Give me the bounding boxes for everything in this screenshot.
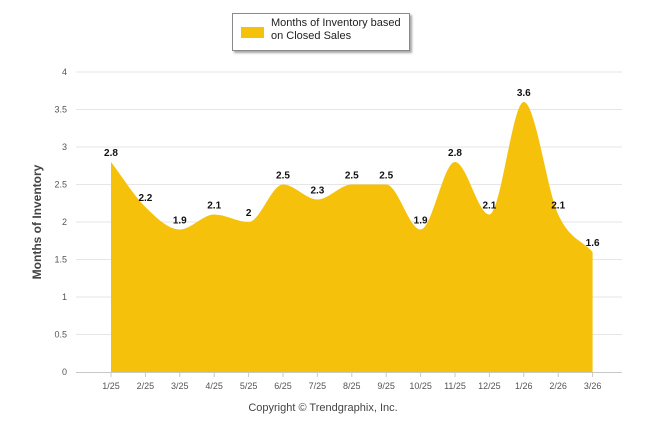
x-axis-ticks: 1/25 2/25 3/25 4/25 5/25 6/25 7/25 8/25 9/25 10/2… xyxy=(102,372,601,391)
x-tick-label: 3/26 xyxy=(584,381,602,391)
x-tick-label: 12/25 xyxy=(478,381,501,391)
data-label: 2.2 xyxy=(138,193,152,204)
x-tick-label: 6/25 xyxy=(274,381,292,391)
y-tick-label: 3 xyxy=(62,142,67,152)
data-label: 2 xyxy=(246,208,252,219)
x-tick-label: 4/25 xyxy=(205,381,223,391)
x-tick-label: 9/25 xyxy=(377,381,395,391)
copyright-text: Copyright © Trendgraphix, Inc. xyxy=(248,402,398,414)
x-tick-label: 5/25 xyxy=(240,381,258,391)
x-tick-label: 2/25 xyxy=(137,381,155,391)
y-tick-label: 1.5 xyxy=(54,255,67,265)
legend[interactable]: Months of Inventory based on Closed Sale… xyxy=(232,13,410,51)
data-point[interactable] xyxy=(521,99,527,105)
data-point[interactable] xyxy=(142,204,148,210)
data-label: 3.6 xyxy=(517,88,531,99)
y-axis-title: Months of Inventory xyxy=(30,164,44,280)
x-tick-label: 1/25 xyxy=(102,381,120,391)
data-label: 1.9 xyxy=(414,216,428,227)
y-tick-label: 1 xyxy=(62,292,67,302)
data-point[interactable] xyxy=(486,212,492,218)
y-tick-label: 0 xyxy=(62,367,67,377)
data-label: 2.5 xyxy=(276,171,290,182)
data-label: 1.6 xyxy=(586,238,600,249)
data-point[interactable] xyxy=(314,197,320,203)
y-tick-label: 0.5 xyxy=(54,330,67,340)
legend-swatch xyxy=(241,27,264,38)
data-point[interactable] xyxy=(590,249,596,255)
data-label: 2.3 xyxy=(310,186,324,197)
data-point[interactable] xyxy=(452,159,458,165)
x-tick-label: 11/25 xyxy=(444,381,466,391)
data-label: 2.8 xyxy=(104,148,118,159)
x-tick-label: 1/26 xyxy=(515,381,533,391)
data-label: 1.9 xyxy=(173,216,187,227)
data-label: 2.1 xyxy=(482,201,496,212)
data-point[interactable] xyxy=(555,212,561,218)
x-tick-label: 8/25 xyxy=(343,381,361,391)
data-point[interactable] xyxy=(383,182,389,188)
data-label: 2.5 xyxy=(345,171,359,182)
y-tick-label: 2 xyxy=(62,217,67,227)
data-point[interactable] xyxy=(418,227,424,233)
data-label: 2.5 xyxy=(379,171,393,182)
data-point[interactable] xyxy=(177,227,183,233)
x-tick-label: 2/26 xyxy=(549,381,567,391)
y-tick-label: 2.5 xyxy=(54,180,67,190)
x-tick-label: 10/25 xyxy=(409,381,432,391)
legend-label: Months of Inventory based on Closed Sale… xyxy=(271,17,401,42)
y-tick-label: 3.5 xyxy=(54,105,67,115)
data-labels: 2.8 2.2 1.9 2.1 2 2.5 2.3 2.5 2.5 1.9 2.8 2.1 3.6 2.1… xyxy=(104,88,600,249)
data-label: 2.1 xyxy=(207,201,221,212)
data-label: 2.8 xyxy=(448,148,462,159)
y-tick-label: 4 xyxy=(62,67,67,77)
data-label: 2.1 xyxy=(551,201,565,212)
data-point[interactable] xyxy=(211,212,217,218)
x-tick-label: 7/25 xyxy=(309,381,327,391)
x-tick-label: 3/25 xyxy=(171,381,189,391)
data-point[interactable] xyxy=(349,182,355,188)
data-point[interactable] xyxy=(246,219,252,225)
data-point[interactable] xyxy=(108,159,114,165)
data-point[interactable] xyxy=(280,182,286,188)
y-axis-ticks: 0 0.5 1 1.5 2 2.5 3 3.5 4 xyxy=(54,67,67,377)
series-area xyxy=(111,102,593,372)
